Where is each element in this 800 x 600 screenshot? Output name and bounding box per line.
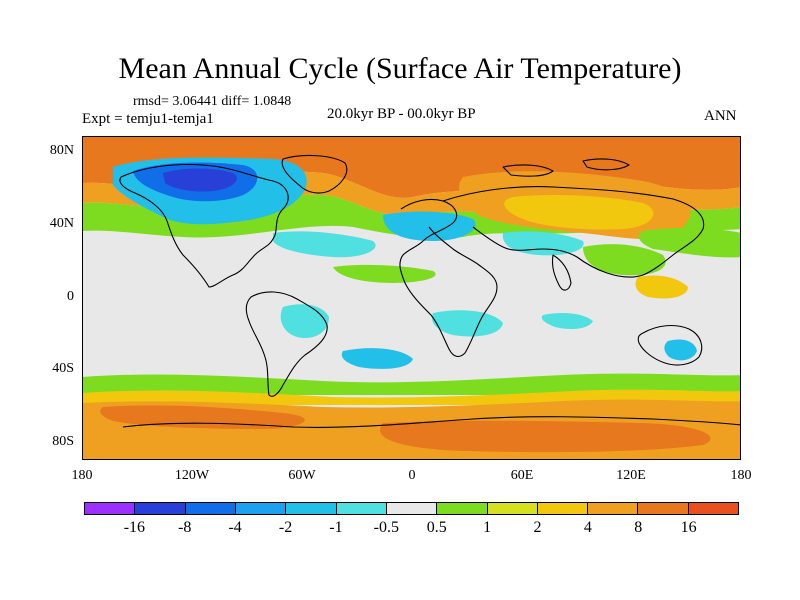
- south-america-cool: [280, 304, 329, 339]
- south-america-coast: [245, 291, 328, 397]
- legend-swatch-7: [437, 503, 488, 514]
- y-tick-40S: 40S: [52, 361, 74, 376]
- legend-swatch-12: [688, 503, 739, 514]
- x-tick-0: 0: [408, 468, 416, 483]
- color-legend: [84, 502, 739, 515]
- x-tick-120W: 120W: [174, 468, 210, 483]
- season-label: ANN: [704, 108, 737, 124]
- europe-africa-coast: [399, 198, 498, 358]
- africa-cool: [431, 310, 503, 337]
- x-tick-180-west: 180: [71, 468, 93, 483]
- asia-coast: [442, 186, 705, 278]
- legend-label: 2: [533, 519, 542, 536]
- indian-ocean-cool: [541, 313, 593, 329]
- legend-label: -2: [278, 519, 293, 536]
- south-asia-green: [583, 244, 666, 276]
- legend-swatch-10: [588, 503, 639, 514]
- atlantic-green: [333, 264, 436, 283]
- temperature-difference-map: [82, 136, 741, 460]
- legend-label: -8: [178, 519, 192, 536]
- x-tick-120E: 120E: [616, 468, 646, 483]
- europe-cool-patch: [383, 211, 476, 241]
- legend-swatch-11: [638, 503, 689, 514]
- north-america-coast: [119, 163, 289, 288]
- coastlines: [119, 155, 740, 428]
- greenland-coast: [281, 155, 348, 194]
- plot-title: Mean Annual Cycle (Surface Air Temperatu…: [118, 52, 682, 85]
- legend-label: -4: [228, 519, 242, 536]
- legend-label: -16: [123, 519, 146, 536]
- y-tick-0: 0: [67, 289, 74, 304]
- legend-swatch-9: [537, 503, 589, 514]
- legend-label: -0.5: [373, 519, 399, 536]
- australia-cool: [664, 339, 697, 361]
- legend-label: 8: [634, 519, 643, 536]
- southern-green-band: [83, 373, 740, 395]
- antarctic-strong-warm-east: [379, 420, 711, 453]
- maritime-warm: [635, 275, 688, 299]
- legend-swatch-8: [487, 503, 538, 514]
- legend-label: -1: [329, 519, 343, 536]
- legend-swatch-0: [85, 503, 136, 514]
- y-tick-40N: 40N: [49, 216, 74, 231]
- rmsd-diff-stats: rmsd= 3.06441 diff= 1.0848: [133, 94, 292, 109]
- antarctica-coast: [122, 416, 740, 428]
- legend-label: 16: [680, 519, 697, 536]
- x-tick-60W: 60W: [288, 468, 316, 483]
- experiment-label: Expt = temju1-temja1: [82, 111, 214, 127]
- india-coast: [551, 254, 572, 291]
- legend-swatch-1: [135, 503, 186, 514]
- north-pacific-green: [638, 227, 740, 258]
- atlantic-cool-patch: [273, 231, 376, 258]
- legend-swatch-5: [336, 503, 387, 514]
- legend-label: 4: [583, 519, 592, 536]
- y-tick-80N: 80N: [49, 143, 74, 158]
- eurasia-interior-warm: [504, 195, 654, 230]
- legend-swatch-4: [286, 503, 337, 514]
- arctic-islands: [502, 158, 630, 177]
- map-canvas: [83, 137, 740, 459]
- legend-swatch-3: [235, 503, 287, 514]
- asia-cool-patch: [502, 231, 584, 256]
- y-tick-80S: 80S: [52, 434, 74, 449]
- x-tick-180-east: 180: [730, 468, 752, 483]
- north-america-coldest: [163, 168, 237, 192]
- period-label: 20.0kyr BP - 00.0kyr BP: [327, 106, 476, 122]
- australia-coast: [637, 324, 703, 366]
- x-tick-60E: 60E: [510, 468, 534, 483]
- antarctic-strong-warm: [100, 405, 305, 429]
- legend-label: 1: [483, 519, 492, 536]
- south-atlantic-cool: [341, 348, 413, 369]
- legend-swatch-6: [386, 503, 438, 514]
- legend-label: 0.5: [426, 519, 447, 536]
- legend-swatch-2: [185, 503, 236, 514]
